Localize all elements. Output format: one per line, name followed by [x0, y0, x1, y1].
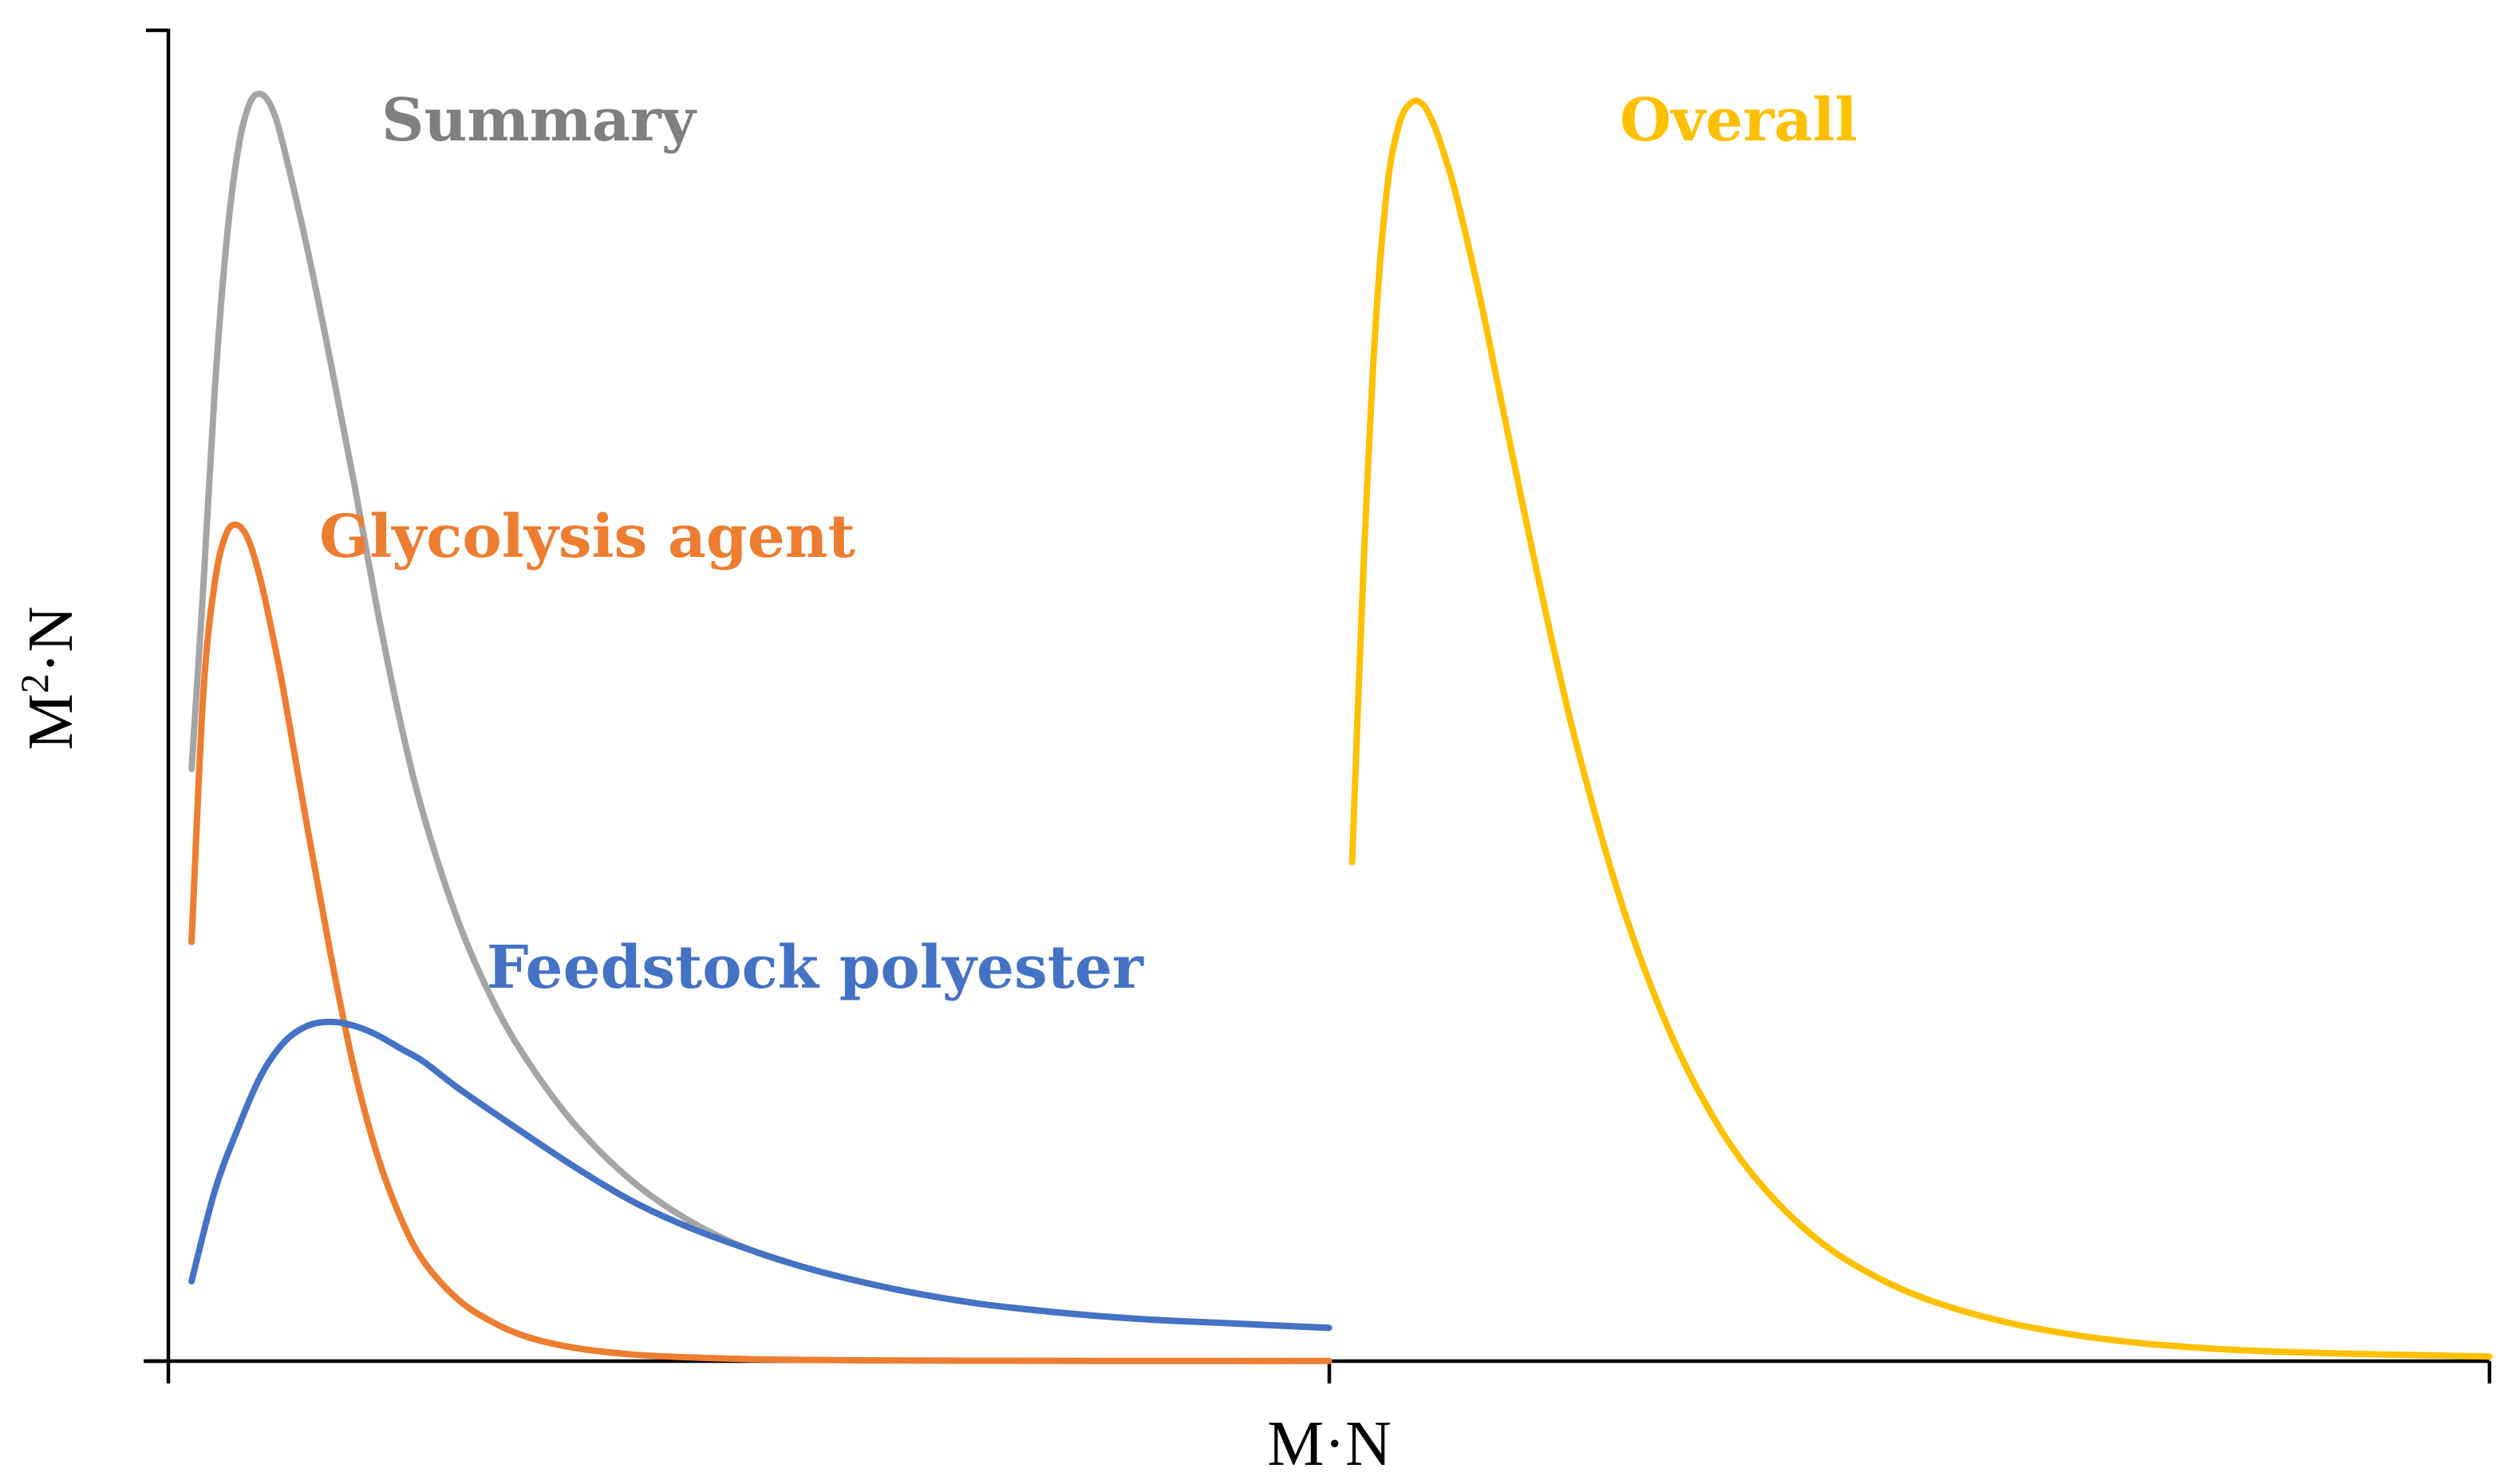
series-line-overall [1348, 97, 2493, 1360]
chart-labels: Summary Glycolysis agent Feedstock polye… [12, 86, 1858, 1479]
series-label-feedstock-polyester: Feedstock polyester [487, 933, 1144, 1002]
series-label-overall: Overall [1620, 86, 1858, 155]
series-label-summary: Summary [381, 86, 697, 155]
series-line-summary [188, 90, 1333, 1332]
y-axis-title-main: M [16, 693, 86, 750]
y-axis-title: M2·N [12, 606, 86, 751]
chart-axes [144, 28, 2492, 1383]
series-line-feedstock-polyester [188, 1018, 1333, 1332]
series-line-glycolysis-agent [188, 521, 1333, 1364]
y-axis-title-superscript: 2 [12, 673, 57, 693]
x-axis-title: M·N [1267, 1409, 1392, 1479]
y-axis-title-rest: ·N [16, 606, 86, 673]
series-layer [188, 90, 2493, 1364]
series-label-glycolysis-agent: Glycolysis agent [319, 503, 855, 571]
